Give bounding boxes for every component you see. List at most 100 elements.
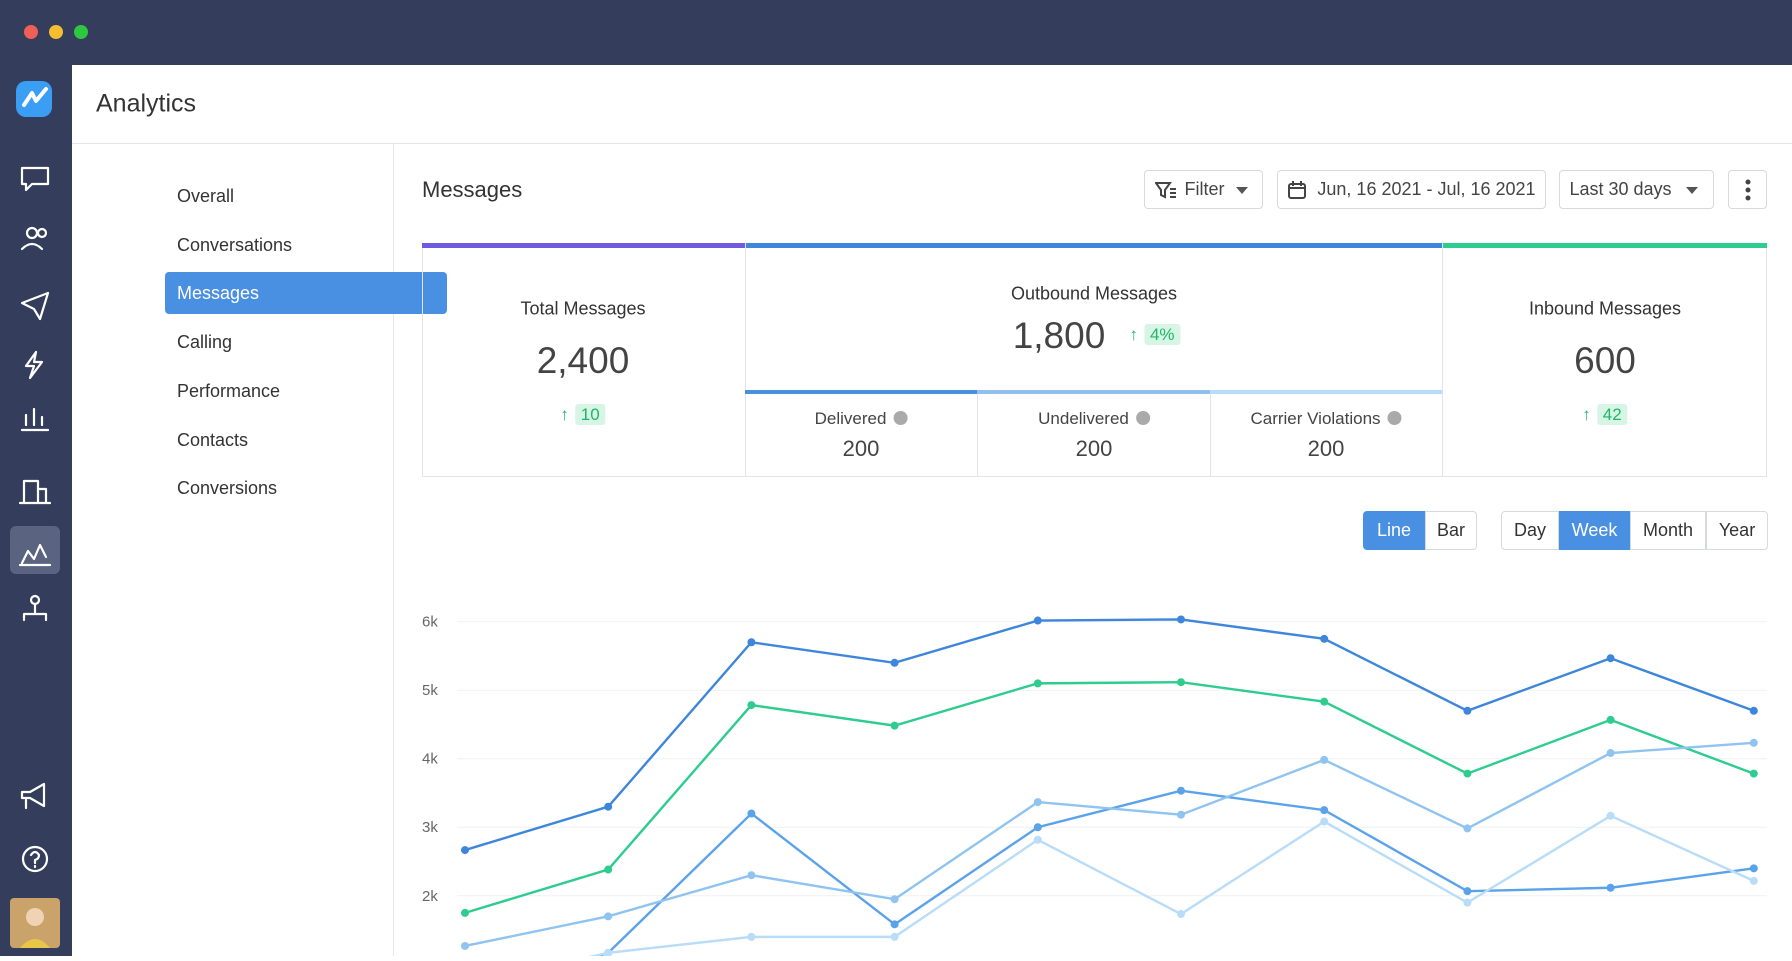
accent-bar — [977, 390, 1210, 394]
data-point — [1606, 654, 1615, 663]
series-line — [594, 789, 1754, 956]
info-icon[interactable] — [893, 411, 908, 425]
breakdown-value: 200 — [842, 436, 880, 461]
data-point — [1463, 887, 1472, 896]
data-point — [747, 638, 756, 647]
nav-item[interactable]: Calling — [177, 332, 233, 353]
data-point — [1320, 806, 1329, 815]
stat-value: 600 — [1574, 340, 1636, 381]
range-toggle[interactable]: Month — [1630, 511, 1706, 550]
stat-change: ↑ 4% — [1129, 324, 1181, 345]
data-point — [1033, 823, 1042, 832]
date-range: Jun, 16 2021 - Jul, 16 2021 — [1317, 179, 1536, 199]
change-badge: 10 — [574, 404, 606, 425]
data-point — [747, 701, 756, 710]
data-point — [604, 948, 613, 956]
breakdown-value: 200 — [1075, 436, 1113, 461]
label-text: Delivered — [814, 409, 887, 428]
more-button[interactable] — [1728, 170, 1767, 209]
page-title: Analytics — [96, 89, 197, 118]
series-line — [464, 681, 1755, 915]
data-point — [1177, 615, 1185, 624]
period-select[interactable]: Last 30 days — [1559, 170, 1714, 209]
date-range-picker[interactable]: Jun, 16 2021 - Jul, 16 2021 — [1277, 170, 1546, 209]
caret — [1235, 186, 1248, 194]
data-point — [890, 920, 899, 929]
data-point — [1749, 864, 1758, 873]
series-line — [464, 741, 1754, 948]
data-point — [890, 721, 899, 730]
nav-item[interactable]: Messages — [165, 272, 447, 315]
data-point — [1320, 817, 1329, 826]
sidebar-icons — [10, 81, 60, 948]
stat-label: Outbound Messages — [1010, 283, 1178, 304]
stat-label: Total Messages — [520, 298, 646, 319]
change-badge: 42 — [1596, 404, 1628, 425]
accent-bar — [745, 390, 977, 394]
data-point — [747, 871, 756, 880]
data-point — [1177, 786, 1185, 795]
y-tick-label: 4k — [422, 751, 438, 768]
filter-icon — [1154, 181, 1176, 199]
nav-item[interactable]: Contacts — [177, 429, 249, 450]
range-toggle[interactable]: Week — [1559, 511, 1630, 550]
stat-value: 1,800 — [1012, 315, 1106, 356]
y-tick-label: 6k — [422, 614, 438, 631]
data-point — [747, 932, 756, 941]
icon-sidebar — [0, 65, 72, 956]
stat-change: ↑ 10 — [560, 404, 606, 425]
data-point — [1749, 738, 1758, 747]
info-icon[interactable] — [1387, 411, 1402, 425]
window-controls — [24, 25, 88, 39]
nav-panel: Overall Conversations Messages Calling Perfo… — [72, 144, 447, 956]
breakdown-label: Carrier Violations — [1250, 409, 1402, 429]
data-point — [1033, 616, 1042, 625]
data-point — [1749, 876, 1758, 885]
data-point — [1177, 810, 1185, 819]
info-icon[interactable] — [1135, 411, 1150, 425]
accent-bar — [745, 243, 1442, 248]
data-point — [747, 809, 756, 818]
stat-label: Inbound Messages — [1528, 298, 1682, 319]
data-point — [1463, 824, 1472, 833]
divider — [977, 392, 978, 477]
range-toggle[interactable]: Day — [1501, 511, 1559, 550]
data-point — [461, 908, 469, 917]
data-point — [1606, 883, 1615, 892]
nav-item[interactable]: Conversations — [177, 234, 293, 255]
series-line — [588, 814, 1755, 956]
nav-item[interactable]: Overall — [177, 186, 235, 206]
breakdown-label: Undelivered — [1038, 409, 1150, 429]
data-point — [890, 895, 899, 904]
data-point — [1606, 811, 1615, 820]
label-text: Carrier Violations — [1250, 409, 1381, 428]
line-chart: 2k 3k 4k 5k 6k — [422, 614, 1767, 956]
divider — [745, 243, 746, 477]
data-point — [890, 932, 899, 941]
chart-type-toggle[interactable]: Line — [1363, 511, 1425, 550]
data-point — [1606, 715, 1615, 724]
data-point — [1033, 679, 1042, 688]
divider — [1442, 243, 1443, 477]
filter-button[interactable]: Filter — [1144, 170, 1263, 209]
chart-type-toggle[interactable]: Bar — [1425, 511, 1477, 550]
data-point — [604, 865, 613, 874]
range-toggle[interactable]: Year — [1706, 511, 1768, 550]
stats-card — [422, 243, 1767, 477]
accent-bar — [422, 243, 745, 248]
data-point — [1320, 634, 1329, 643]
nav-item[interactable]: Performance — [177, 380, 281, 401]
data-point — [1320, 697, 1329, 706]
period-label: Last 30 days — [1569, 179, 1672, 199]
stat-value: 2,400 — [536, 340, 630, 381]
nav-item[interactable]: Conversions — [177, 478, 278, 499]
y-tick-label: 3k — [422, 819, 438, 836]
change-badge: 4% — [1143, 324, 1181, 345]
title-bar — [0, 0, 1792, 65]
filter-label: Filter — [1184, 179, 1225, 199]
data-point — [1177, 678, 1185, 687]
more-icon — [1745, 179, 1750, 200]
y-tick-label: 2k — [422, 888, 438, 905]
stat-change: ↑ 42 — [1582, 404, 1628, 425]
